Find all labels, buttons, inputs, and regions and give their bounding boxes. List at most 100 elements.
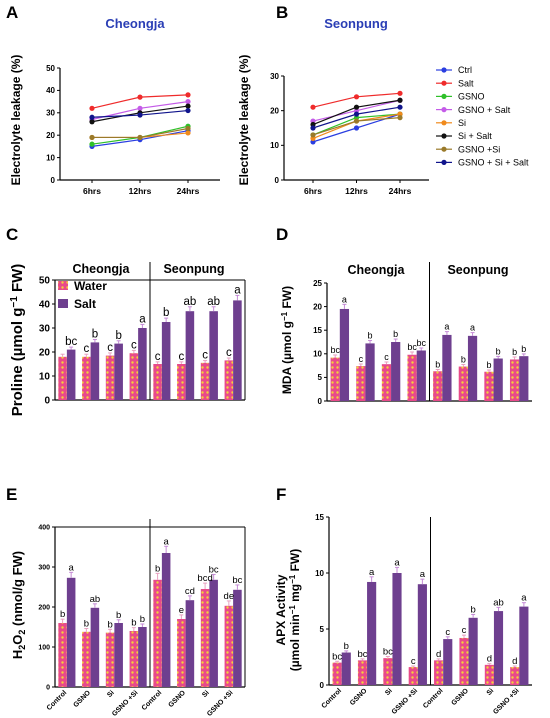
panel-a-y-tick-label: 30: [46, 109, 55, 118]
panel-f-x-tick-label: Si: [486, 687, 496, 697]
panel-f-letter-water: bc: [357, 649, 367, 660]
panel-e-letter-water: b: [84, 618, 89, 629]
panel-e-letter-salt: bc: [232, 575, 242, 586]
panel-f-x-tick-label: GSNO: [349, 687, 369, 707]
panel-c-letter-water: c: [107, 342, 113, 354]
legend-marker: [441, 80, 447, 86]
panel-letter-c: C: [6, 225, 18, 244]
panel-a-series-point: [185, 130, 191, 136]
panel-d-bar-salt: [442, 334, 452, 401]
panel-c-y-tick-label: 10: [39, 372, 51, 383]
panel-e-y-tick-label: 300: [38, 564, 50, 571]
legend-marker: [441, 107, 447, 113]
legend-marker: [441, 159, 447, 165]
panel-a-series-point: [137, 134, 143, 141]
panel-c-letter-water: c: [178, 351, 184, 363]
panel-a-series-point: [185, 99, 191, 105]
panel-f-letter-water: d: [487, 654, 492, 665]
panel-a-x-tick-label: 24hrs: [177, 186, 200, 196]
panel-b-series-point: [310, 125, 316, 131]
panel-b-y-tick-label: 10: [270, 141, 279, 150]
panel-f-x-tick-label: GSNO +Si: [391, 687, 420, 716]
legend-marker: [441, 67, 447, 73]
panel-e-letter-salt: a: [164, 536, 170, 547]
panel-a-series-point: [185, 103, 191, 109]
panel-b-series-point: [397, 115, 403, 121]
panel-e-letter-salt: a: [69, 562, 75, 573]
panel-a-series-point: [137, 112, 143, 118]
panel-c-letter-salt: a: [139, 313, 146, 325]
panel-f-letter-salt: b: [470, 604, 475, 615]
panel-b-x-tick-label: 6hrs: [304, 186, 322, 196]
panel-c-letter-water: c: [131, 339, 137, 351]
panel-f-bar-salt: [443, 639, 453, 685]
panel-f-bar-salt: [493, 611, 504, 685]
panel-f-bar-water: [434, 660, 444, 685]
panel-a-series-point: [89, 141, 95, 147]
panel-f-bar-salt: [367, 581, 377, 685]
panel-c-y-tick-label: 20: [39, 348, 51, 359]
panel-e-x-tick-label: GSNO: [73, 689, 93, 709]
panel-a-ylabel: Electrolyte leakage (%): [9, 55, 23, 186]
panel-f-letter-salt: ab: [493, 597, 504, 608]
panel-f-letter-water: bc: [383, 647, 393, 658]
panel-c-letter-water: c: [226, 347, 232, 359]
panel-c-bar-chart: Proline (µmol g−1 FW) Cheongja Seonpung …: [9, 262, 246, 416]
panel-a-x-tick-label: 12hrs: [129, 186, 152, 196]
panel-a-title: Cheongja: [105, 16, 165, 31]
panel-a-series-point: [89, 134, 95, 141]
panel-d-y-tick-label: 5: [318, 373, 323, 382]
panel-b-x-tick-label: 12hrs: [345, 186, 368, 196]
panel-c-letter-water: c: [202, 350, 208, 362]
panel-b-y-tick-label: 20: [270, 106, 279, 115]
panel-e-y-tick-label: 400: [38, 524, 50, 531]
panel-d-letter-water: c: [359, 354, 364, 364]
panel-e-x-tick-label: Control: [46, 689, 69, 712]
panel-e-letter-salt: bc: [209, 564, 219, 575]
panel-e-x-tick-label: Control: [141, 689, 164, 712]
panel-f-x-tick-label: Control: [422, 687, 445, 710]
panel-e-bar-salt: [161, 553, 171, 687]
panel-d-letter-water: b: [512, 347, 517, 357]
panel-d-letter-water: bc: [330, 345, 340, 355]
panel-c-bar-salt: [114, 343, 123, 400]
panel-f-letter-salt: c: [445, 627, 450, 638]
panel-c-bar-water: [58, 356, 67, 400]
panel-f-bar-water: [357, 660, 368, 685]
panel-d-ylabel: MDA (µmol g−1 FW): [280, 286, 294, 394]
panel-c-letter-water: c: [155, 351, 161, 363]
panel-d-letter-salt: b: [521, 344, 526, 354]
panel-f-y-tick-label: 10: [315, 569, 324, 578]
panel-a-series-point: [137, 105, 143, 111]
panel-a-x-tick-label: 6hrs: [83, 186, 101, 196]
panel-c-letter-salt: b: [163, 307, 169, 319]
panel-e-y-tick-label: 100: [38, 644, 50, 651]
panel-d-group-cheongja: Cheongja: [348, 263, 406, 277]
panel-a-y-tick-label: 50: [46, 64, 55, 73]
legend-label-salt: Salt: [74, 297, 96, 311]
panel-b-y-tick-label: 0: [275, 176, 280, 185]
panel-d-letter-water: b: [435, 359, 440, 369]
legend-label: Si + Salt: [458, 131, 492, 141]
panel-c-letter-salt: bc: [65, 336, 77, 348]
panel-e-bar-water: [224, 605, 234, 687]
panel-c-bar-water: [129, 353, 139, 400]
panel-f-x-tick-label: Control: [321, 687, 344, 710]
panel-c-group-seonpung: Seonpung: [163, 262, 224, 276]
panel-e-ylabel: H2O2 (nmol/g FW): [10, 551, 27, 659]
panel-c-letter-salt: ab: [207, 296, 220, 308]
panel-d-bar-water: [407, 354, 417, 401]
panel-c-bar-salt: [161, 322, 171, 400]
panel-e-bar-salt: [185, 600, 195, 687]
panel-a-y-tick-label: 20: [46, 131, 55, 140]
panel-e-x-tick-label: GSNO +Si: [206, 689, 235, 718]
panel-d-letter-salt: b: [368, 331, 373, 341]
panel-f-letter-salt: a: [420, 569, 426, 580]
panel-d-bar-salt: [493, 358, 503, 401]
panel-c-bar-water: [82, 356, 91, 400]
panel-c-letter-salt: b: [115, 330, 121, 342]
panel-d-bar-chart: MDA (µmol g−1 FW) Cheongja Seonpung 0 5 10…: [280, 262, 532, 406]
panel-f-y-tick-label: 15: [315, 513, 324, 522]
legend-marker: [441, 133, 447, 139]
panel-d-bar-water: [458, 366, 468, 401]
